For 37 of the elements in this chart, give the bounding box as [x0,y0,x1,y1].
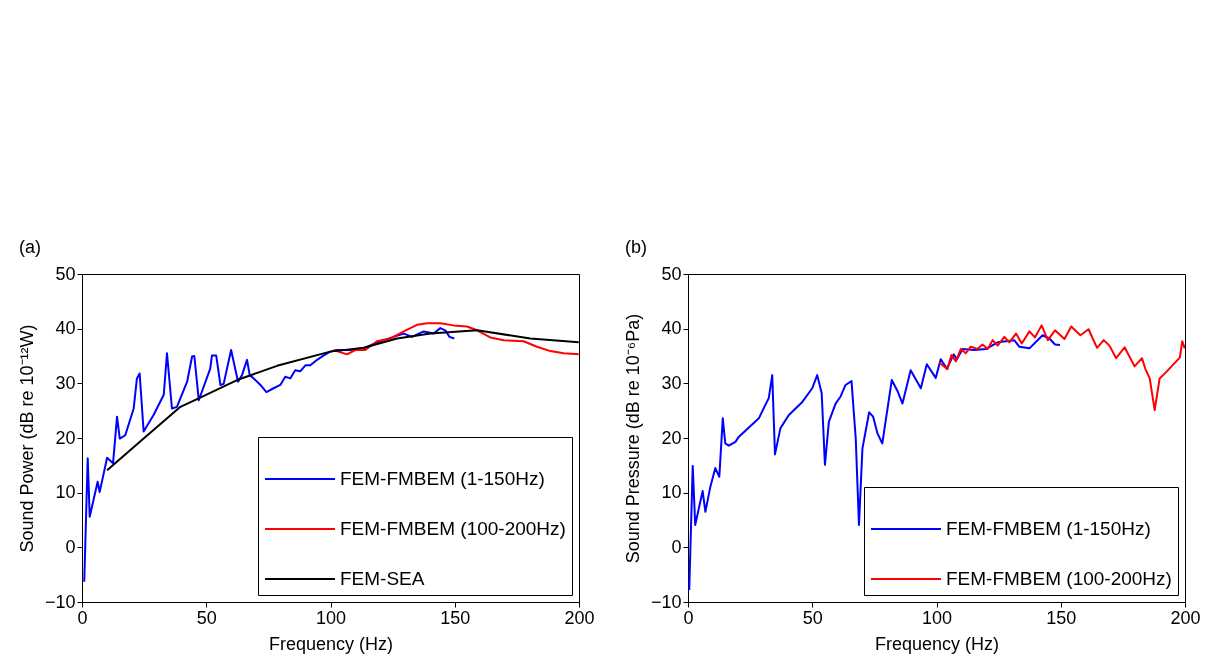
y-axis-title: Sound Power (dB re 10⁻¹²W) [16,324,37,553]
y-tick-label: 50 [55,263,76,284]
y-tick-label: 50 [661,263,682,284]
x-tick-label: 150 [1046,607,1077,628]
y-tick-label: 30 [661,372,682,393]
line-series [83,327,456,583]
x-tick-label: 50 [196,607,217,628]
chart-title: (a) [19,237,41,257]
y-tick-label: 40 [661,318,682,339]
y-tick-label: 0 [671,536,682,557]
line-series [938,324,1185,412]
y-tick-label: 10 [661,482,682,503]
y-tick-label: −10 [650,591,682,612]
x-tick-label: 100 [315,607,347,628]
x-axis-title: Frequency (Hz) [874,633,1000,654]
x-tick-label: 50 [802,607,823,628]
y-tick-label: 10 [55,482,76,503]
x-tick-label: 100 [921,607,953,628]
legend-label: FEM-SEA [340,568,425,589]
legend-label: FEM-FMBEM (100-200Hz) [340,518,566,539]
x-tick-label: 150 [440,607,471,628]
x-axis-title: Frequency (Hz) [268,633,394,654]
line-series [688,334,1061,591]
y-tick-label: 20 [661,427,682,448]
legend-label: FEM-FMBEM (1-150Hz) [946,518,1151,539]
legend-label: FEM-FMBEM (1-150Hz) [340,468,545,489]
y-tick-label: 0 [65,536,76,557]
y-tick-label: −10 [44,591,76,612]
y-tick-label: 40 [55,318,76,339]
y-axis-title: Sound Pressure (dB re 10⁻⁶Pa) [622,313,643,564]
x-tick-label: 200 [564,607,595,628]
y-tick-label: 20 [55,427,76,448]
x-tick-label: 200 [1170,607,1201,628]
legend-label: FEM-FMBEM (100-200Hz) [946,568,1172,589]
y-tick-label: 30 [55,372,76,393]
chart-title: (b) [625,237,647,257]
line-series [332,322,579,356]
